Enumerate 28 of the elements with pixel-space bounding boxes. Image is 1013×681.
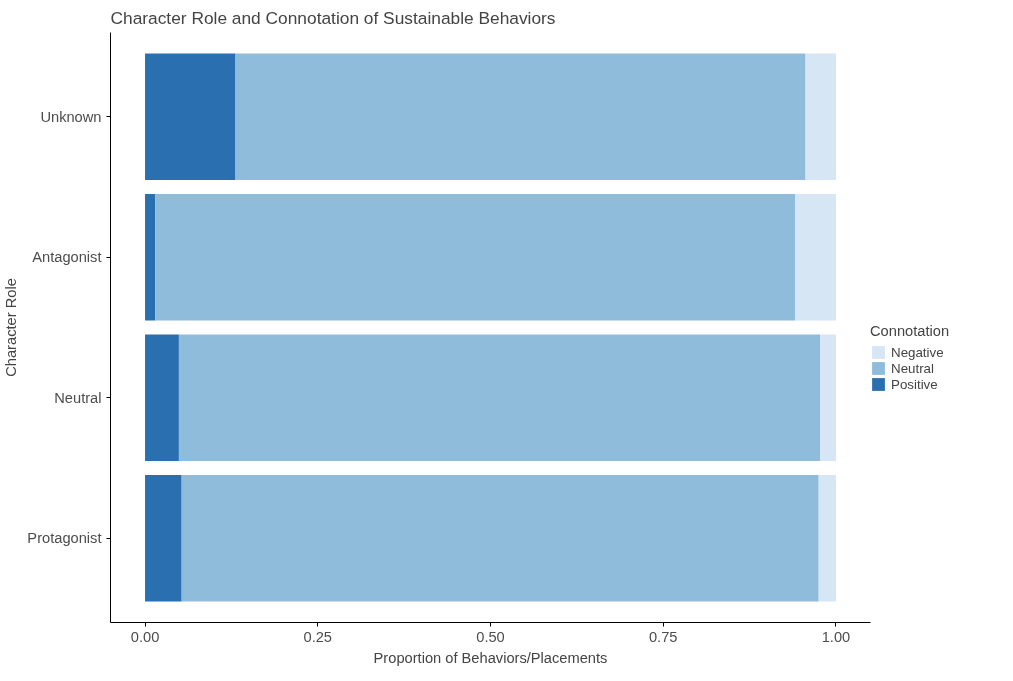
bar <box>145 334 179 461</box>
legend-label: Negative <box>891 344 944 360</box>
x-axis-title: Proportion of Behaviors/Placements <box>373 649 608 666</box>
x-tick-label: 0.25 <box>303 628 333 645</box>
bar <box>235 53 806 180</box>
bar <box>155 194 796 321</box>
bar <box>145 53 236 180</box>
bar <box>818 475 836 602</box>
y-tick-label: Unknown <box>40 108 102 125</box>
y-tick-label: Neutral <box>54 389 102 406</box>
legend-label: Neutral <box>891 360 934 376</box>
bar <box>795 194 836 321</box>
bar <box>181 475 819 602</box>
legend-label: Positive <box>891 376 938 392</box>
y-axis-title: Character Role <box>3 278 20 377</box>
x-tick-label: 1.00 <box>821 628 851 645</box>
x-tick-label: 0.75 <box>648 628 678 645</box>
legend-title: Connotation <box>870 323 950 339</box>
x-tick-label: 0.50 <box>476 628 505 645</box>
y-tick-label: Protagonist <box>27 530 102 547</box>
bar <box>145 194 156 321</box>
bar <box>805 53 836 180</box>
y-tick-label: Antagonist <box>32 249 102 266</box>
chart-title: Character Role and Connotation of Sustainable Behaviors <box>110 7 556 28</box>
bar <box>145 475 182 602</box>
x-tick-label: 0.00 <box>130 628 160 645</box>
bar <box>178 334 821 461</box>
bar <box>820 334 836 461</box>
